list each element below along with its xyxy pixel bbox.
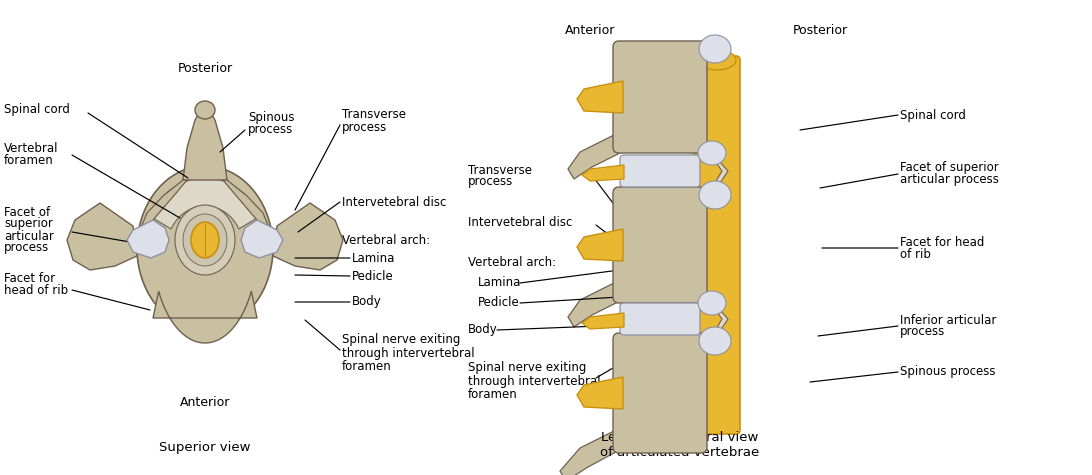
Text: Body: Body <box>468 323 498 336</box>
Text: process: process <box>4 241 49 255</box>
Text: Transverse: Transverse <box>342 108 406 122</box>
Polygon shape <box>568 275 640 327</box>
Text: through intervertebral: through intervertebral <box>468 374 601 388</box>
Polygon shape <box>560 423 640 475</box>
Ellipse shape <box>183 214 227 266</box>
Text: Anterior: Anterior <box>565 23 615 37</box>
Text: Transverse: Transverse <box>468 163 532 177</box>
Text: Intervetebral disc: Intervetebral disc <box>342 196 447 209</box>
Text: Lamina: Lamina <box>352 251 395 265</box>
Text: of rib: of rib <box>900 247 930 260</box>
Text: foramen: foramen <box>468 388 518 400</box>
Polygon shape <box>582 165 624 181</box>
Text: Facet for head: Facet for head <box>900 236 984 248</box>
Polygon shape <box>127 220 169 258</box>
Text: Superior view: Superior view <box>159 441 251 455</box>
Text: process: process <box>342 121 388 133</box>
Text: Left posterolateral view: Left posterolateral view <box>602 431 759 445</box>
Polygon shape <box>690 147 728 193</box>
Text: Spinous process: Spinous process <box>900 365 996 379</box>
Text: of articulated vertebrae: of articulated vertebrae <box>601 446 760 458</box>
Text: Spinal nerve exiting: Spinal nerve exiting <box>468 361 586 374</box>
Text: articular process: articular process <box>900 173 999 187</box>
Text: Posterior: Posterior <box>793 23 847 37</box>
Text: Anterior: Anterior <box>180 396 230 408</box>
Text: Vertebral arch:: Vertebral arch: <box>468 256 556 268</box>
Text: through intervertebral: through intervertebral <box>342 346 475 360</box>
Text: superior: superior <box>4 218 52 230</box>
Text: Vertebral arch:: Vertebral arch: <box>342 234 430 247</box>
Polygon shape <box>690 295 728 341</box>
Text: Vertebral: Vertebral <box>4 142 59 154</box>
Text: Spinal nerve exiting: Spinal nerve exiting <box>342 333 461 346</box>
Polygon shape <box>241 220 283 258</box>
Text: Lamina: Lamina <box>478 276 521 289</box>
Polygon shape <box>577 81 624 113</box>
FancyBboxPatch shape <box>695 56 740 434</box>
Text: Inferior articular: Inferior articular <box>900 314 996 326</box>
Ellipse shape <box>698 141 726 165</box>
Text: Intervetebral disc: Intervetebral disc <box>468 216 572 228</box>
Polygon shape <box>153 291 257 343</box>
Polygon shape <box>582 313 624 329</box>
Ellipse shape <box>698 50 736 70</box>
Text: Body: Body <box>352 295 382 308</box>
Polygon shape <box>577 229 624 261</box>
Text: process: process <box>900 325 946 339</box>
Ellipse shape <box>698 291 726 315</box>
Text: process: process <box>248 124 294 136</box>
Ellipse shape <box>699 35 731 63</box>
Polygon shape <box>183 106 227 180</box>
Text: Posterior: Posterior <box>177 61 233 75</box>
Polygon shape <box>273 203 343 270</box>
Ellipse shape <box>195 101 215 119</box>
Text: Pedicle: Pedicle <box>478 296 520 310</box>
Text: Spinous: Spinous <box>248 112 295 124</box>
Text: Facet for: Facet for <box>4 272 55 285</box>
Polygon shape <box>140 180 187 243</box>
Ellipse shape <box>175 205 235 275</box>
Text: Pedicle: Pedicle <box>352 269 394 283</box>
Ellipse shape <box>699 327 731 355</box>
Polygon shape <box>136 166 273 330</box>
FancyBboxPatch shape <box>620 303 700 335</box>
Polygon shape <box>577 377 624 409</box>
Text: process: process <box>468 175 513 189</box>
FancyBboxPatch shape <box>613 41 707 153</box>
Text: Spinal cord: Spinal cord <box>900 108 966 122</box>
Ellipse shape <box>699 181 731 209</box>
Text: foramen: foramen <box>342 360 392 372</box>
Text: Facet of superior: Facet of superior <box>900 162 999 174</box>
FancyBboxPatch shape <box>613 333 707 453</box>
Text: Spinal cord: Spinal cord <box>4 104 70 116</box>
Text: head of rib: head of rib <box>4 284 68 296</box>
FancyBboxPatch shape <box>613 187 707 303</box>
FancyBboxPatch shape <box>620 155 700 187</box>
Polygon shape <box>67 203 136 270</box>
Text: articular: articular <box>4 229 54 243</box>
Polygon shape <box>223 180 270 243</box>
Text: Facet of: Facet of <box>4 206 50 219</box>
Polygon shape <box>150 178 260 229</box>
Polygon shape <box>568 127 640 179</box>
Text: foramen: foramen <box>4 153 54 167</box>
Ellipse shape <box>191 222 219 258</box>
